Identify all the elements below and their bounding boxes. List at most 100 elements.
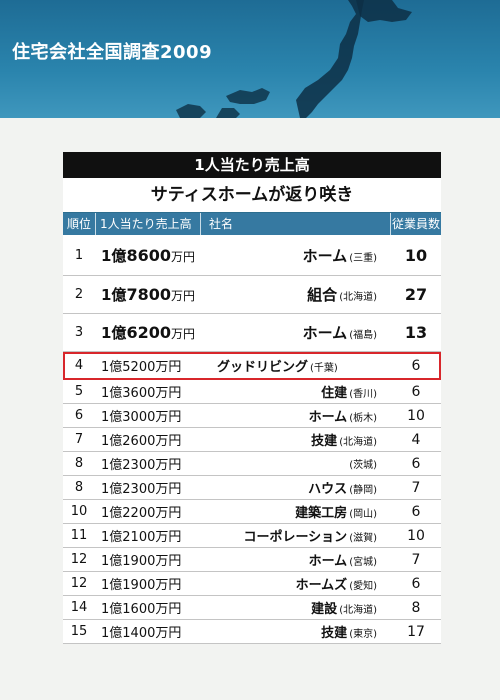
company-prefecture: (千葉) bbox=[310, 363, 338, 374]
company-cell: 技建 (東京) bbox=[205, 622, 391, 641]
company-prefecture: (宮城) bbox=[349, 557, 377, 568]
sales-cell: 1億3600万円 bbox=[95, 382, 205, 401]
sales-unit: 万円 bbox=[155, 386, 182, 401]
sales-man: 5200 bbox=[122, 360, 156, 375]
sales-man: 1900 bbox=[122, 554, 156, 569]
sales-oku: 1億 bbox=[101, 554, 123, 569]
employees-cell: 27 bbox=[404, 285, 428, 304]
employees-cell: 10 bbox=[407, 527, 425, 544]
sales-oku: 1億 bbox=[101, 360, 123, 375]
sales-unit: 万円 bbox=[155, 434, 182, 449]
table-row: 11 1億2100万円 コーポレーション (滋賀) 10 bbox=[63, 524, 441, 548]
sales-oku: 1億 bbox=[101, 530, 123, 545]
company-name: ホーム bbox=[302, 246, 348, 265]
employees-cell: 6 bbox=[411, 575, 421, 592]
company-prefecture: (北海道) bbox=[339, 437, 377, 448]
company-cell: コーポレーション (滋賀) bbox=[205, 526, 391, 545]
table-row: 15 1億1400万円 技建 (東京) 17 bbox=[63, 620, 441, 644]
table-row: 3 1億6200万円 ホーム (福島) 13 bbox=[63, 314, 441, 352]
company-cell: 建築工房 (岡山) bbox=[205, 502, 391, 521]
table-row: 12 1億1900万円 ホームズ (愛知) 6 bbox=[63, 572, 441, 596]
sales-unit: 万円 bbox=[155, 554, 182, 569]
company-prefecture: (滋賀) bbox=[349, 533, 377, 544]
rank-cell: 15 bbox=[70, 624, 88, 639]
company-cell: グッドリビング (千葉) bbox=[205, 356, 391, 375]
sales-cell: 1億1600万円 bbox=[95, 598, 205, 617]
sales-cell: 1億7800万円 bbox=[95, 284, 205, 305]
column-header-company: 社名 bbox=[201, 213, 391, 235]
sales-oku: 1億 bbox=[101, 482, 123, 497]
company-name: 技建 bbox=[321, 626, 348, 641]
sales-oku: 1億 bbox=[101, 602, 123, 617]
employees-cell: 10 bbox=[404, 245, 428, 265]
company-prefecture: (愛知) bbox=[349, 581, 377, 592]
sales-unit: 万円 bbox=[155, 360, 182, 375]
rank-cell: 1 bbox=[74, 247, 84, 263]
table-row: 7 1億2600万円 技建 (北海道) 4 bbox=[63, 428, 441, 452]
employees-cell: 7 bbox=[411, 479, 421, 496]
column-header-row: 順位 1人当たり売上高 社名 従業員数 bbox=[63, 213, 441, 235]
company-prefecture: (東京) bbox=[349, 629, 377, 640]
sales-man: 2600 bbox=[122, 434, 156, 449]
company-prefecture: (静岡) bbox=[349, 485, 377, 496]
company-prefecture: (栃木) bbox=[349, 413, 377, 424]
column-header-sales: 1人当たり売上高 bbox=[96, 213, 201, 235]
sales-unit: 万円 bbox=[170, 289, 195, 303]
employees-cell: 10 bbox=[407, 407, 425, 424]
company-prefecture: (福島) bbox=[349, 330, 377, 341]
rank-cell: 3 bbox=[74, 325, 84, 340]
table-row: 1 1億8600万円 ホーム (三重) 10 bbox=[63, 235, 441, 276]
column-header-employees: 従業員数 bbox=[391, 217, 440, 231]
company-name: 住建 bbox=[321, 386, 348, 401]
sales-unit: 万円 bbox=[155, 626, 182, 641]
sales-unit: 万円 bbox=[170, 249, 195, 264]
sales-unit: 万円 bbox=[155, 578, 182, 593]
rank-cell: 12 bbox=[70, 552, 88, 567]
sales-man: 2300 bbox=[122, 458, 156, 473]
sales-cell: 1億2100万円 bbox=[95, 526, 205, 545]
sales-cell: 1億6200万円 bbox=[95, 322, 205, 343]
company-cell: ホームズ (愛知) bbox=[205, 574, 391, 593]
company-name: ハウス bbox=[308, 482, 348, 497]
employees-cell: 13 bbox=[404, 323, 428, 342]
sales-unit: 万円 bbox=[155, 482, 182, 497]
page-title: 住宅会社全国調査2009 bbox=[12, 42, 213, 63]
ranking-table: 1人当たり売上高 サティスホームが返り咲き 順位 1人当たり売上高 社名 従業員… bbox=[63, 152, 441, 644]
table-row: 8 1億2300万円 (茨城) 6 bbox=[63, 452, 441, 476]
company-cell: ホーム (栃木) bbox=[205, 406, 391, 425]
rank-cell: 12 bbox=[70, 576, 88, 591]
company-cell: 建設 (北海道) bbox=[205, 598, 391, 617]
sales-unit: 万円 bbox=[155, 458, 182, 473]
company-cell: ハウス (静岡) bbox=[205, 478, 391, 497]
sales-man: 8600 bbox=[126, 245, 171, 265]
company-cell: 技建 (北海道) bbox=[205, 430, 391, 449]
company-cell: ホーム (福島) bbox=[205, 322, 391, 343]
sales-oku: 1億 bbox=[101, 626, 123, 641]
rank-cell: 11 bbox=[70, 528, 88, 543]
rank-cell: 5 bbox=[74, 384, 84, 399]
sales-cell: 1億5200万円 bbox=[95, 356, 205, 375]
table-row: 5 1億3600万円 住建 (香川) 6 bbox=[63, 380, 441, 404]
column-header-rank: 順位 bbox=[63, 213, 96, 235]
sales-oku: 1億 bbox=[101, 458, 123, 473]
sales-oku: 1億 bbox=[101, 246, 127, 265]
employees-cell: 6 bbox=[411, 455, 421, 472]
table-row: 2 1億7800万円 組合 (北海道) 27 bbox=[63, 276, 441, 314]
rank-cell: 14 bbox=[70, 600, 88, 615]
japan-map-graphic bbox=[176, 0, 412, 118]
sales-unit: 万円 bbox=[155, 506, 182, 521]
employees-cell: 17 bbox=[407, 623, 425, 640]
sales-oku: 1億 bbox=[101, 506, 123, 521]
company-name: ホーム bbox=[302, 324, 348, 342]
rank-cell: 4 bbox=[74, 358, 84, 373]
company-name: ホーム bbox=[308, 410, 348, 425]
sales-cell: 1億1900万円 bbox=[95, 550, 205, 569]
company-name: 建築工房 bbox=[295, 506, 348, 521]
table-subheader: サティスホームが返り咲き bbox=[63, 178, 441, 213]
sales-oku: 1億 bbox=[101, 578, 123, 593]
sales-cell: 1億3000万円 bbox=[95, 406, 205, 425]
sales-man: 2200 bbox=[122, 506, 156, 521]
sales-man: 7800 bbox=[126, 285, 171, 304]
sales-unit: 万円 bbox=[155, 410, 182, 425]
sales-oku: 1億 bbox=[101, 434, 123, 449]
